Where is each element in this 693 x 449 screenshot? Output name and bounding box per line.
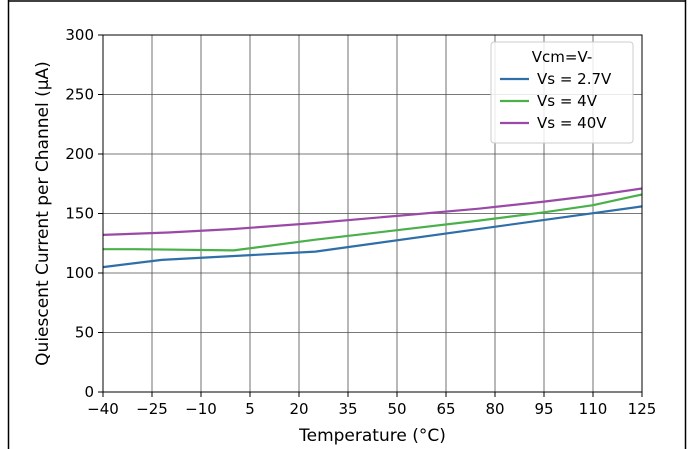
x-tick-label: 50: [387, 400, 406, 418]
x-tick-label: 125: [628, 400, 657, 418]
series-line-2: [103, 193, 643, 252]
x-tick-label: 65: [436, 400, 455, 418]
y-axis-ticks: 0 50 100 150 200 250 300: [65, 26, 103, 401]
x-axis-label: Temperature (°C): [298, 426, 446, 446]
y-tick-label: 0: [84, 383, 94, 401]
x-axis-ticks: −40 −25 −10 5 20 35 50 65 80 95 110 125: [87, 392, 656, 418]
legend-title: Vcm=V-: [532, 48, 592, 66]
series-line-1: [102, 205, 643, 269]
y-tick-label: 100: [65, 264, 94, 282]
legend: Vcm=V- Vs = 2.7V Vs = 4V Vs = 40V: [490, 41, 634, 144]
x-tick-label: −25: [136, 400, 168, 418]
x-tick-label: −40: [87, 400, 119, 418]
series-layer: [102, 187, 643, 269]
x-tick-label: 110: [579, 400, 608, 418]
x-tick-label: 20: [289, 400, 308, 418]
legend-label-2: Vs = 4V: [537, 92, 598, 110]
y-tick-label: 150: [65, 205, 94, 223]
x-tick-label: −10: [185, 400, 217, 418]
x-tick-label: 5: [245, 400, 255, 418]
legend-label-1: Vs = 2.7V: [537, 70, 612, 88]
legend-label-3: Vs = 40V: [537, 114, 607, 132]
y-tick-label: 250: [65, 86, 94, 104]
legend-items: Vs = 2.7V Vs = 4V Vs = 40V: [500, 70, 612, 132]
y-axis-label: Quiescent Current per Channel (µA): [33, 61, 53, 366]
x-tick-label: 80: [485, 400, 504, 418]
y-tick-label: 300: [65, 26, 94, 44]
series-line-3: [102, 187, 643, 236]
y-tick-label: 50: [75, 324, 94, 342]
legend-box: [490, 41, 634, 144]
y-tick-label: 200: [65, 145, 94, 163]
x-tick-label: 95: [534, 400, 553, 418]
x-tick-label: 35: [338, 400, 357, 418]
